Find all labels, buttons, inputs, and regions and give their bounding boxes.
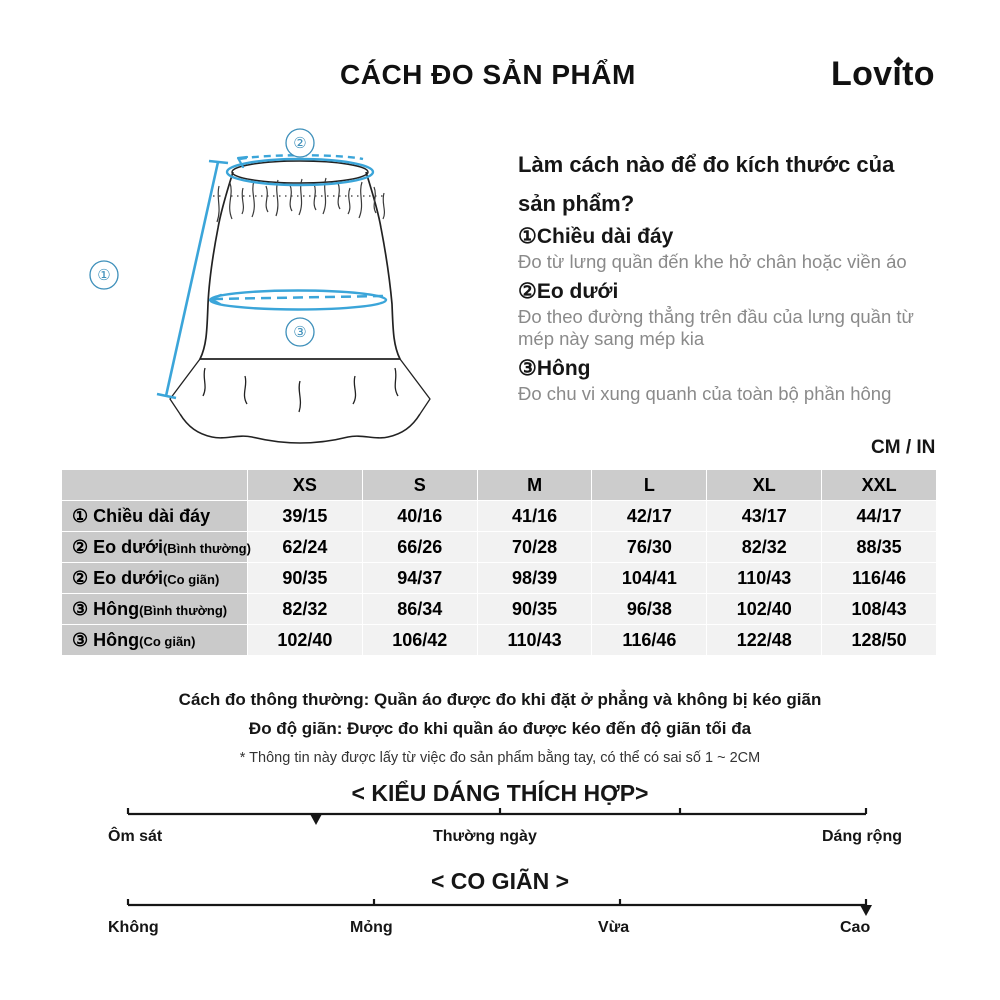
svg-text:①: ① [97, 267, 110, 284]
svg-text:③: ③ [293, 324, 306, 341]
svg-text:②: ② [293, 135, 306, 152]
